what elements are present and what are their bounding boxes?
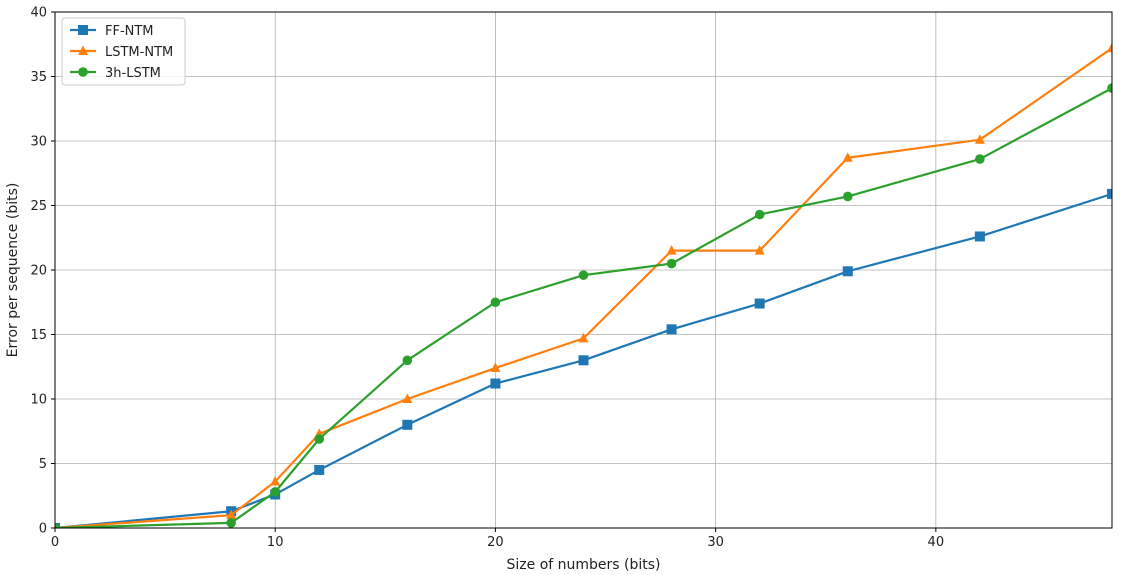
y-tick-label: 15 xyxy=(30,328,47,343)
legend-item-3h-lstm: 3h-LSTM xyxy=(70,66,161,81)
series-lstm-ntm xyxy=(55,42,1112,528)
legend: FF-NTM LSTM-NTM 3h-LSTM xyxy=(61,17,186,86)
y-tick-label: 30 xyxy=(30,135,47,150)
y-axis-label: Error per sequence (bits) xyxy=(5,183,21,358)
legend-box xyxy=(61,17,186,86)
data-point-lstm-ntm xyxy=(842,152,853,162)
data-point-lstm-ntm xyxy=(578,332,589,343)
y-tick-label: 0 xyxy=(39,522,47,537)
y-tick-label: 35 xyxy=(30,70,47,85)
legend-marker-3h-lstm xyxy=(78,67,88,77)
data-point-3h-lstm xyxy=(842,191,853,202)
data-point-lstm-ntm xyxy=(490,362,501,373)
legend-item-ff-ntm: FF-NTM xyxy=(70,24,154,39)
legend-label-ff-ntm: FF-NTM xyxy=(105,24,154,39)
data-point-3h-lstm xyxy=(402,355,413,366)
data-point-ff-ntm xyxy=(974,231,985,242)
data-point-lstm-ntm xyxy=(270,476,281,486)
data-point-3h-lstm xyxy=(754,209,765,220)
series-3h-lstm xyxy=(55,83,1112,528)
data-point-3h-lstm xyxy=(55,523,60,528)
x-tick-label: 10 xyxy=(267,535,284,550)
data-point-ff-ntm xyxy=(314,464,325,475)
legend-marker-lstm-ntm xyxy=(78,45,88,55)
legend-item-lstm-ntm: LSTM-NTM xyxy=(70,45,173,60)
series-line-3h-lstm xyxy=(55,87,1112,528)
data-point-ff-ntm xyxy=(402,419,413,430)
x-tick-label: 40 xyxy=(928,535,945,550)
y-tick-label: 25 xyxy=(30,199,47,214)
data-point-3h-lstm xyxy=(975,154,985,164)
data-point-lstm-ntm xyxy=(754,245,765,255)
data-point-3h-lstm xyxy=(226,518,236,528)
legend-marker-ff-ntm xyxy=(78,25,88,35)
data-point-lstm-ntm xyxy=(226,509,237,520)
data-point-ff-ntm xyxy=(490,378,501,389)
tick-labels: 0 10 20 30 40 0 5 10 15 20 25 30 35 40 xyxy=(30,6,944,551)
data-point-ff-ntm xyxy=(666,324,677,335)
data-point-ff-ntm xyxy=(1107,188,1112,199)
data-point-ff-ntm xyxy=(842,266,853,277)
series-ff-ntm xyxy=(55,188,1112,528)
tick-marks xyxy=(51,11,937,532)
y-tick-label: 40 xyxy=(30,6,47,21)
series-layer xyxy=(55,42,1112,528)
data-point-lstm-ntm xyxy=(402,393,413,403)
data-point-lstm-ntm xyxy=(974,134,985,144)
x-tick-label: 30 xyxy=(707,535,724,550)
data-point-ff-ntm xyxy=(578,355,589,366)
grid-lines xyxy=(54,11,1112,529)
data-point-3h-lstm xyxy=(1107,83,1112,93)
data-point-3h-lstm xyxy=(666,258,677,269)
legend-label-3h-lstm: 3h-LSTM xyxy=(105,66,161,81)
series-line-lstm-ntm xyxy=(55,47,1112,528)
legend-label-lstm-ntm: LSTM-NTM xyxy=(105,45,173,60)
data-point-3h-lstm xyxy=(314,434,325,444)
data-point-3h-lstm xyxy=(270,487,281,497)
data-point-lstm-ntm xyxy=(1107,42,1112,53)
x-tick-label: 0 xyxy=(51,535,59,550)
data-point-ff-ntm xyxy=(754,298,765,309)
x-tick-label: 20 xyxy=(487,535,504,550)
data-point-3h-lstm xyxy=(490,297,501,308)
y-tick-label: 20 xyxy=(30,264,47,279)
data-point-3h-lstm xyxy=(578,270,589,280)
y-tick-label: 10 xyxy=(30,393,47,408)
y-tick-label: 5 xyxy=(39,457,47,472)
x-axis-label: Size of numbers (bits) xyxy=(507,557,661,573)
data-point-lstm-ntm xyxy=(666,245,677,255)
